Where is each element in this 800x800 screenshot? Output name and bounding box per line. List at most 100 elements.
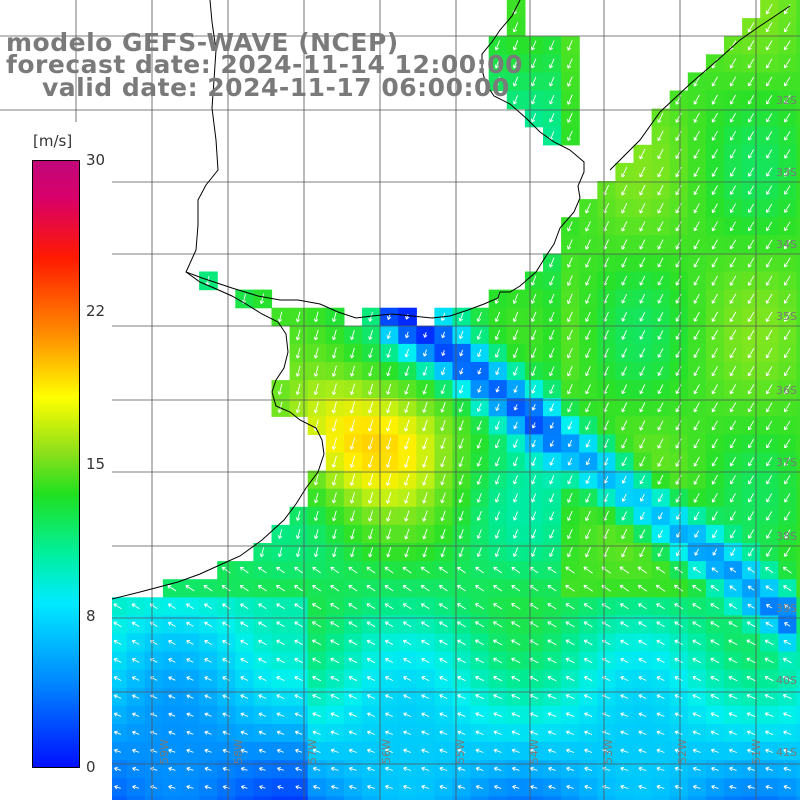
wind-arrow [639, 184, 646, 196]
wind-arrow [330, 639, 340, 646]
wind-arrow [439, 621, 448, 628]
wind-arrow [766, 131, 773, 141]
wind-arrow [531, 457, 537, 467]
wind-arrow [476, 438, 482, 449]
wind-arrow [621, 528, 628, 540]
wind-arrow [295, 329, 301, 341]
wind-arrow [547, 585, 557, 592]
wind-arrow [782, 566, 792, 574]
lon-label: 52W [676, 739, 689, 764]
wind-arrow [729, 365, 737, 377]
wind-arrow [784, 438, 791, 449]
wind-arrow [784, 622, 791, 627]
wind-arrow [567, 94, 573, 105]
wind-cell [796, 126, 800, 146]
wind-arrow [440, 384, 446, 395]
wind-arrow [747, 76, 755, 87]
wind-arrow [312, 585, 322, 592]
wind-arrow [313, 347, 319, 359]
wind-arrow [277, 383, 283, 395]
wind-arrow [784, 493, 791, 503]
wind-arrow [748, 131, 755, 141]
wind-cell [796, 724, 800, 743]
wind-arrow [276, 730, 285, 735]
wind-arrow [132, 748, 140, 753]
wind-arrow [113, 712, 122, 717]
wind-arrow [240, 621, 249, 628]
wind-arrow [385, 730, 394, 735]
wind-arrow [367, 455, 374, 468]
wind-arrow [404, 331, 410, 339]
wind-arrow [476, 547, 482, 558]
wind-arrow [747, 766, 755, 772]
wind-arrow [585, 348, 591, 359]
wind-arrow [475, 621, 485, 628]
wind-arrow [674, 621, 684, 628]
wind-arrow [276, 603, 285, 610]
wind-arrow [168, 621, 176, 627]
wind-arrow [368, 329, 373, 340]
wind-arrow [639, 475, 646, 485]
wind-arrow [476, 529, 482, 539]
wind-arrow [203, 603, 213, 610]
wind-arrow [766, 475, 773, 485]
wind-arrow [186, 621, 194, 627]
wind-cell [597, 796, 616, 800]
wind-cell [796, 597, 800, 616]
wind-arrow [675, 474, 682, 485]
wind-arrow [675, 130, 682, 141]
wind-arrow [348, 694, 358, 700]
wind-arrow [386, 383, 392, 395]
wind-arrow [585, 510, 591, 522]
wind-arrow [639, 494, 645, 502]
wind-arrow [565, 694, 575, 700]
wind-arrow [747, 567, 755, 573]
wind-arrow [693, 492, 700, 503]
wind-arrow [475, 657, 485, 664]
wind-arrow [693, 221, 700, 232]
wind-arrow [438, 603, 448, 610]
wind-arrow [204, 730, 212, 735]
wind-arrow [567, 239, 573, 250]
wind-arrow [404, 510, 410, 522]
wind-arrow [386, 330, 391, 340]
wind-arrow [493, 712, 502, 718]
wind-arrow [728, 675, 738, 682]
wind-arrow [168, 712, 176, 717]
wind-arrow [638, 621, 647, 628]
wind-arrow [222, 676, 230, 681]
wind-arrow [765, 384, 773, 395]
wind-arrow [330, 657, 340, 664]
colorbar-unit: [m/s] [33, 132, 73, 150]
wind-arrow [567, 440, 573, 448]
wind-arrow [655, 566, 666, 574]
wind-arrow [730, 529, 736, 539]
wind-arrow [656, 784, 665, 790]
wind-arrow [746, 675, 756, 682]
wind-arrow [657, 456, 664, 467]
wind-arrow [711, 366, 718, 377]
wind-arrow [782, 694, 792, 700]
wind-arrow [367, 473, 374, 486]
wind-cell [796, 398, 800, 417]
colorbar-tick-22: 22 [86, 302, 106, 320]
wind-cell [796, 253, 800, 273]
wind-arrow [692, 730, 701, 735]
wind-cell [271, 796, 291, 800]
wind-cell [796, 470, 800, 490]
wind-arrow [692, 567, 701, 574]
wind-arrow [513, 439, 519, 448]
wind-arrow [673, 584, 684, 592]
wind-arrow [530, 275, 537, 286]
wind-arrow [131, 639, 140, 645]
wind-arrow [585, 366, 591, 377]
wind-arrow [204, 712, 212, 717]
wind-arrow [512, 784, 520, 790]
wind-arrow [240, 694, 249, 699]
wind-arrow [693, 130, 700, 141]
wind-arrow [294, 603, 303, 610]
wind-arrow [421, 712, 430, 717]
wind-arrow [693, 257, 700, 268]
wind-arrow [366, 766, 375, 771]
wind-arrow [567, 58, 573, 69]
